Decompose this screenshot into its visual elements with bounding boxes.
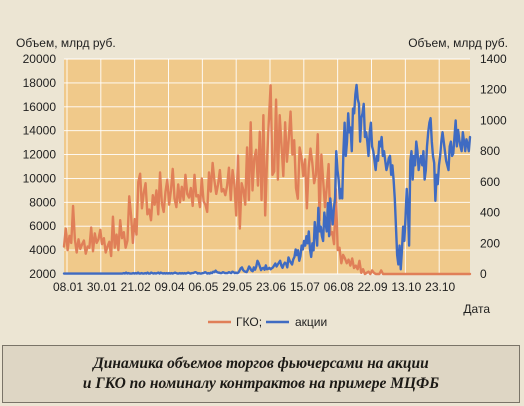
y-left-tick-label: 12000 — [23, 148, 57, 162]
x-tick-label: 29.05 — [222, 280, 252, 294]
y-left-tick-label: 16000 — [23, 100, 57, 114]
y-left-tick-label: 2000 — [29, 267, 56, 281]
legend: ГКО; акции — [208, 315, 327, 329]
y-right-tick-label: 600 — [480, 175, 500, 189]
y-left-tick-label: 20000 — [23, 52, 57, 66]
x-tick-label: 23.06 — [256, 280, 286, 294]
y-right-tick-label: 0 — [480, 267, 487, 281]
y-right-tick-label: 1200 — [480, 83, 507, 97]
left-axis-title: Объем, млрд руб. — [16, 36, 116, 50]
x-axis-title: Дата — [463, 302, 490, 316]
x-tick-label: 09.04 — [154, 280, 184, 294]
x-tick-label: 13.10 — [391, 280, 421, 294]
series-line-stocks — [62, 83, 472, 275]
y-left-tick-label: 8000 — [29, 195, 56, 209]
y-left-tick-label: 14000 — [23, 124, 57, 138]
y-left-tick-label: 10000 — [23, 171, 57, 185]
right-axis-title: Объем, млрд руб. — [408, 36, 508, 50]
y-left-tick-label: 6000 — [29, 219, 56, 233]
y-right-tick-label: 1400 — [480, 52, 507, 66]
caption-line-2: и ГКО по номиналу контрактов на примере … — [82, 375, 440, 392]
y-left-tick-label: 4000 — [29, 243, 56, 257]
series-line-gko — [62, 84, 472, 276]
caption-box: Динамика объемов торгов фьючерсами на ак… — [2, 345, 520, 403]
chart-svg: 2000400060008000100001200014000160001800… — [16, 36, 508, 329]
x-tick-label: 06.05 — [188, 280, 218, 294]
series-layer — [62, 83, 472, 276]
x-tick-label: 22.09 — [357, 280, 387, 294]
legend-label-stocks: акции — [295, 315, 327, 329]
caption-line-1: Динамика объемов торгов фьючерсами на ак… — [93, 355, 429, 372]
x-tick-label: 21.02 — [121, 280, 151, 294]
x-tick-label: 30.01 — [87, 280, 117, 294]
x-tick-label: 23.10 — [425, 280, 455, 294]
y-left-tick-label: 18000 — [23, 76, 57, 90]
x-tick-label: 15.07 — [290, 280, 320, 294]
y-right-tick-label: 800 — [480, 144, 500, 158]
y-right-tick-label: 400 — [480, 206, 500, 220]
x-tick-label: 06.08 — [324, 280, 354, 294]
legend-label-gko: ГКО; — [236, 315, 262, 329]
y-right-tick-label: 200 — [480, 236, 500, 250]
x-tick-label: 08.01 — [53, 280, 83, 294]
y-right-tick-label: 1000 — [480, 113, 507, 127]
ticks-layer: 2000400060008000100001200014000160001800… — [23, 52, 507, 294]
